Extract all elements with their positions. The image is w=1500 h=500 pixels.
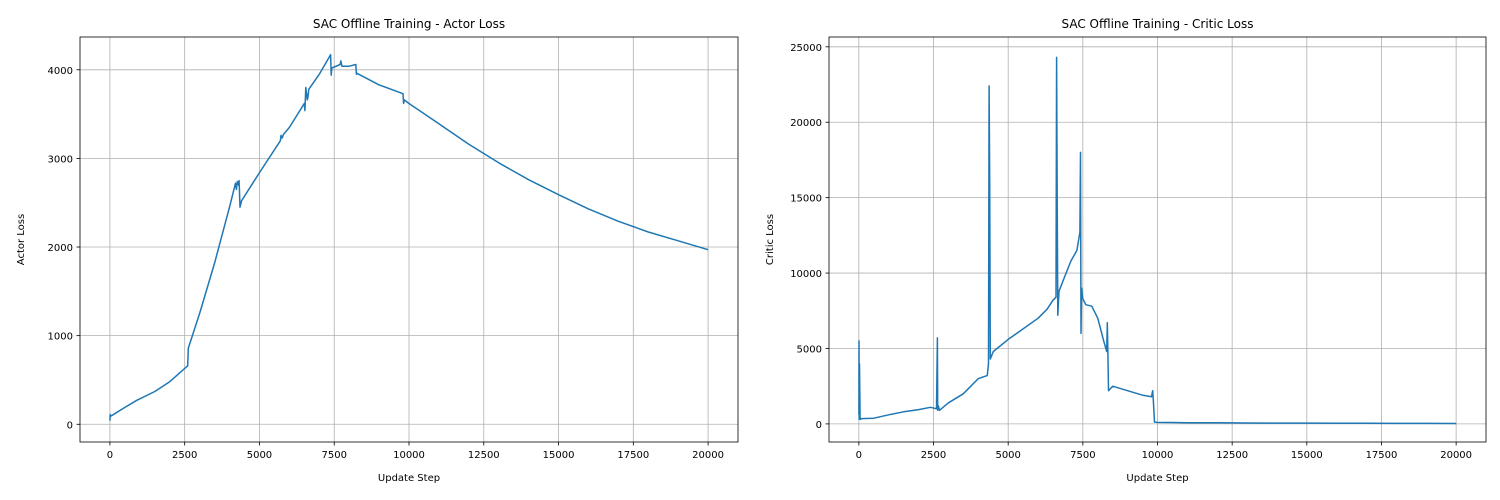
actor-loss-x-tick-label: 17500 — [617, 450, 649, 461]
critic-loss-grid — [829, 37, 1486, 442]
critic-loss-plot: 0 2500 5000 7500 10000 12500 15000 17500 20000 0 5… — [765, 17, 1487, 484]
critic-loss-x-tick-label: 15000 — [1291, 450, 1323, 461]
critic-loss-y-tick-label: 5000 — [797, 344, 822, 355]
actor-loss-y-tick-label: 0 — [67, 420, 73, 431]
actor-loss-ticks: 0 2500 5000 7500 10000 12500 15000 17500 20000 0 1… — [48, 66, 724, 461]
actor-loss-grid — [80, 37, 738, 442]
actor-loss-y-tick-label: 1000 — [48, 332, 73, 343]
critic-loss-x-tick-label: 10000 — [1142, 450, 1174, 461]
critic-loss-y-tick-label: 15000 — [790, 194, 822, 205]
actor-loss-x-tick-label: 7500 — [322, 450, 347, 461]
critic-loss-x-tick-label: 17500 — [1366, 450, 1398, 461]
actor-loss-y-tick-label: 2000 — [48, 243, 73, 254]
critic-loss-y-tick-label: 20000 — [790, 118, 822, 129]
actor-loss-title: SAC Offline Training - Actor Loss — [313, 17, 505, 31]
critic-loss-y-tick-label: 25000 — [790, 43, 822, 54]
critic-loss-x-tick-label: 7500 — [1070, 450, 1095, 461]
critic-loss-y-axis-label: Critic Loss — [765, 214, 776, 265]
actor-loss-x-tick-label: 20000 — [692, 450, 724, 461]
actor-loss-x-tick-label: 15000 — [543, 450, 575, 461]
critic-loss-x-tick-label: 5000 — [995, 450, 1020, 461]
actor-loss-plot: 0 2500 5000 7500 10000 12500 15000 17500 20000 0 1… — [16, 17, 739, 484]
critic-loss-x-tick-label: 20000 — [1440, 450, 1472, 461]
actor-loss-x-axis-label: Update Step — [378, 473, 440, 484]
actor-loss-y-tick-label: 3000 — [48, 154, 73, 165]
critic-loss-x-tick-label: 2500 — [921, 450, 946, 461]
critic-loss-x-axis-label: Update Step — [1126, 473, 1188, 484]
critic-loss-title: SAC Offline Training - Critic Loss — [1062, 17, 1254, 31]
actor-loss-y-axis-label: Actor Loss — [16, 214, 27, 265]
actor-loss-x-tick-label: 12500 — [468, 450, 500, 461]
critic-loss-y-tick-label: 0 — [816, 420, 822, 431]
actor-loss-x-tick-label: 5000 — [247, 450, 272, 461]
actor-loss-y-tick-label: 4000 — [48, 66, 73, 77]
actor-loss-x-tick-label: 0 — [107, 450, 113, 461]
critic-loss-y-tick-label: 10000 — [790, 269, 822, 280]
actor-loss-x-tick-label: 10000 — [393, 450, 425, 461]
critic-loss-x-tick-label: 12500 — [1216, 450, 1248, 461]
actor-loss-x-tick-label: 2500 — [172, 450, 197, 461]
critic-loss-line — [858, 56, 1457, 425]
critic-loss-x-tick-label: 0 — [856, 450, 862, 461]
actor-loss-line — [109, 53, 709, 421]
critic-loss-ticks: 0 2500 5000 7500 10000 12500 15000 17500 20000 0 5… — [790, 43, 1472, 461]
